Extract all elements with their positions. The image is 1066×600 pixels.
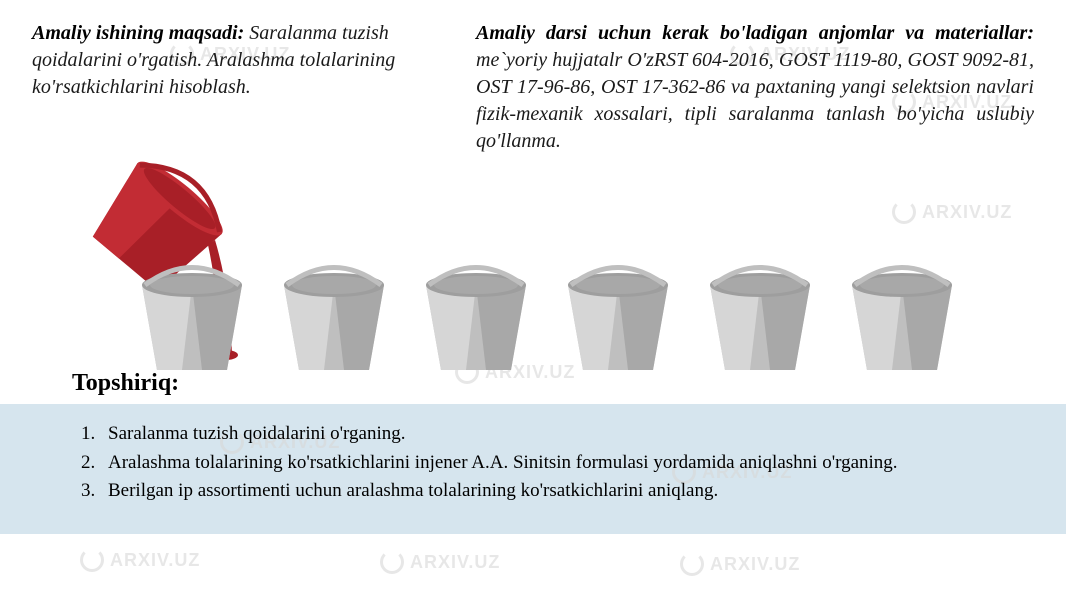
bucket-icon [411, 250, 541, 380]
right-title: Amaliy darsi uchun kerak bo'ladigan anjo… [476, 22, 1034, 44]
bucket-icon [269, 250, 399, 380]
task-item: Berilgan ip assortimenti uchun aralashma… [100, 477, 992, 506]
bucket-icon [127, 250, 257, 380]
left-title: Amaliy ishining maqsadi: [32, 22, 244, 44]
task-item: Saralanma tuzish qoidalarini o'rganing. [100, 420, 992, 449]
bucket-icon [837, 250, 967, 380]
right-paragraph: Amaliy darsi uchun kerak bo'ladigan anjo… [476, 20, 1034, 155]
bucket-icon [695, 250, 825, 380]
watermark: ARXIV.UZ [380, 550, 500, 574]
watermark: ARXIV.UZ [680, 552, 800, 576]
bucket-icon [553, 250, 683, 380]
task-list: Saralanma tuzish qoidalarini o'rganing.A… [72, 420, 992, 506]
task-item: Aralashma tolalarining ko'rsatkichlarini… [100, 449, 992, 478]
left-paragraph: Amaliy ishining maqsadi: Saralanma tuzis… [32, 20, 452, 101]
tasks-heading: Topshiriq: [72, 370, 179, 397]
watermark: ARXIV.UZ [80, 548, 200, 572]
buckets-graphic [40, 140, 1040, 380]
right-body: me`yoriy hujjatalr O'zRST 604-2016, GOST… [476, 49, 1034, 152]
